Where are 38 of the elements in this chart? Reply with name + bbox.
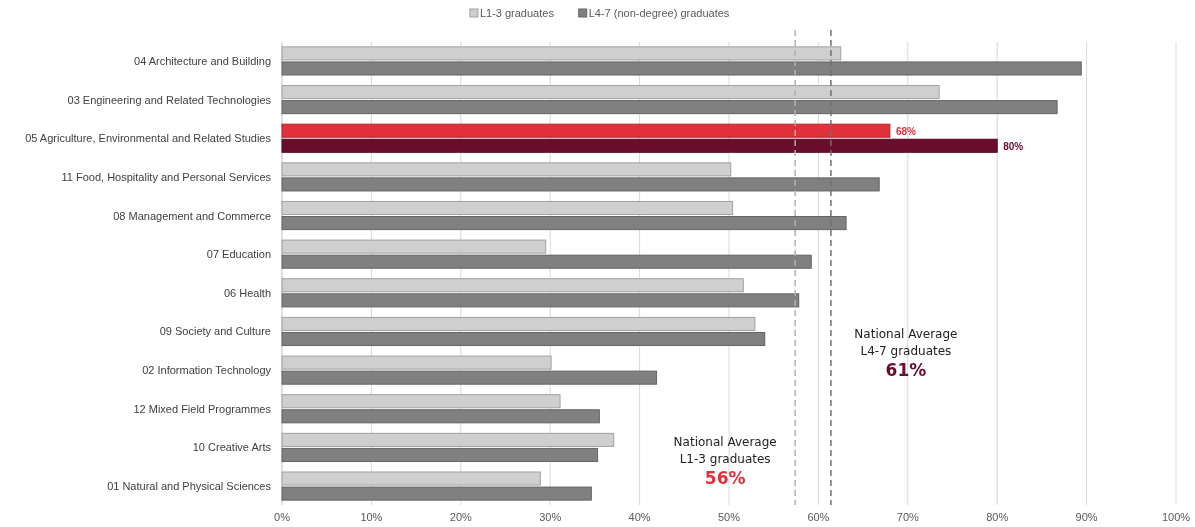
y-tick-label: 01 Natural and Physical Sciences — [107, 480, 272, 493]
y-tick-label: 06 Health — [223, 286, 271, 299]
bar — [281, 123, 891, 138]
y-tick-label: 10 Creative Arts — [192, 441, 272, 454]
y-tick-label: 11 Food, Hospitality and Personal Services — [61, 170, 272, 183]
x-tick-label: 100% — [1161, 511, 1191, 523]
y-tick-label: 12 Mixed Field Programmes — [133, 402, 272, 415]
bar — [281, 138, 998, 153]
x-tick-label: 60% — [807, 511, 830, 523]
x-tick-label: 30% — [539, 511, 562, 523]
x-tick-label: 70% — [896, 511, 920, 523]
bar — [281, 486, 592, 501]
data-label: 68% — [895, 125, 917, 137]
x-tick-label: 80% — [986, 511, 1009, 523]
y-tick-label: 05 Agriculture, Environmental and Related Studies — [25, 132, 272, 145]
x-tick-label: 0% — [274, 511, 291, 523]
bar — [281, 409, 600, 424]
bar — [281, 254, 812, 269]
y-tick-label: 07 Education — [206, 248, 271, 261]
x-tick-label: 40% — [628, 511, 651, 523]
x-tick-label: 20% — [449, 511, 473, 523]
x-tick-label: 90% — [1075, 511, 1098, 523]
x-tick-label: 10% — [360, 511, 383, 523]
y-tick-label: 02 Information Technology — [142, 364, 272, 377]
ref-line-label: National Average L1-3 graduates 56% — [673, 434, 777, 488]
x-tick-label: 50% — [717, 511, 741, 523]
data-label: 80% — [1003, 140, 1024, 152]
legend-label: L4-7 (non-degree) graduates — [588, 7, 730, 19]
y-tick-label: 08 Management and Commerce — [113, 209, 271, 222]
bar — [281, 447, 599, 462]
bar — [281, 331, 766, 347]
ref-line-label: National Average L4-7 graduates 61% — [854, 326, 958, 380]
bar — [281, 370, 658, 385]
y-tick-label: 04 Architecture and Building — [134, 54, 271, 67]
y-tick-label: 09 Society and Culture — [159, 325, 271, 338]
legend-label: L1-3 graduates — [479, 7, 555, 19]
y-tick-label: 03 Engineering and Related Technologies — [67, 93, 272, 106]
bar — [281, 293, 800, 308]
